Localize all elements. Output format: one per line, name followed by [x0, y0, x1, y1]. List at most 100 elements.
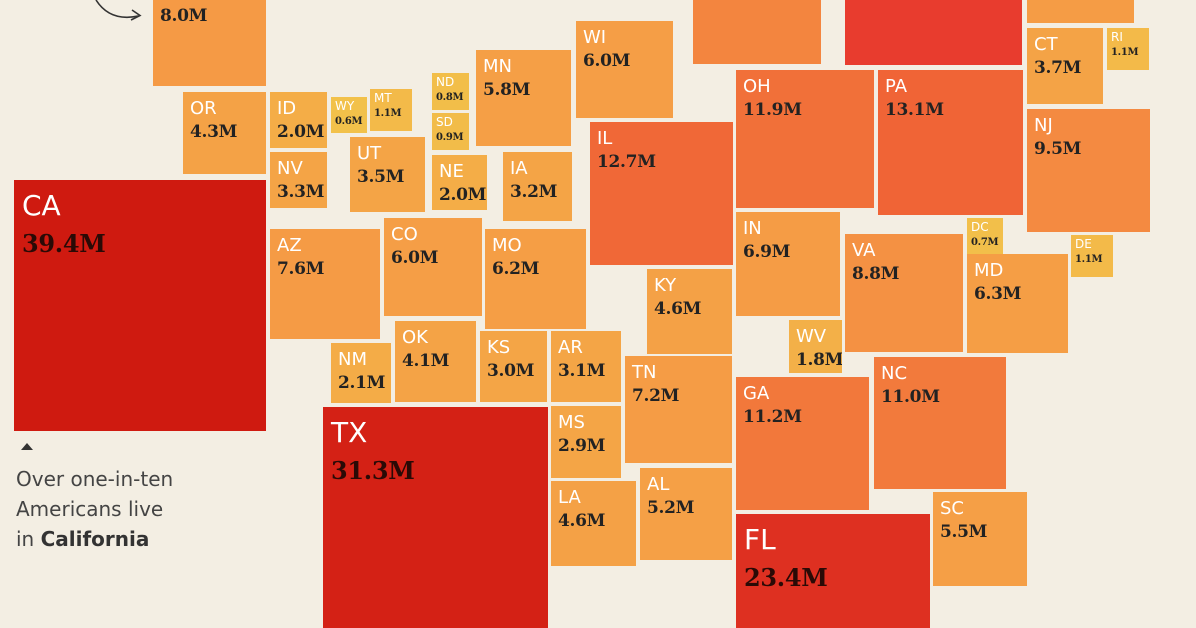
state-code: DC [971, 220, 989, 234]
state-population: 3.2M [510, 182, 558, 202]
state-code: UT [357, 143, 382, 164]
state-tile-partial-2 [845, 0, 1022, 65]
state-tile-mt: MT 1.1M [370, 89, 412, 131]
state-tile-la: LA 4.6M [551, 481, 636, 566]
state-tile-ks: KS 3.0M [480, 331, 547, 402]
state-code: WV [796, 326, 827, 347]
state-tile-nc: NC 11.0M [874, 357, 1006, 489]
state-tile-wy: WY 0.6M [331, 97, 367, 133]
state-population: 4.3M [190, 122, 238, 142]
state-population: 6.3M [974, 284, 1022, 304]
annotation-line-1: Over one-in-ten [16, 467, 174, 491]
annotation-emphasis: California [40, 527, 150, 551]
state-population: 2.0M [439, 185, 487, 205]
state-code: OK [402, 327, 428, 348]
state-population: 1.1M [1111, 47, 1139, 58]
state-population: 4.6M [654, 299, 702, 319]
state-tile-md: MD 6.3M [967, 254, 1068, 353]
state-tile-al: AL 5.2M [640, 468, 732, 560]
state-code: MS [558, 412, 585, 433]
state-code: OR [190, 98, 217, 119]
state-population: 6.9M [743, 242, 791, 262]
state-code: NC [881, 363, 908, 384]
state-population: 0.9M [436, 132, 464, 143]
state-population: 0.8M [436, 92, 464, 103]
state-tile-dc: DC 0.7M [967, 218, 1003, 254]
state-population: 3.3M [277, 182, 325, 202]
state-tile-ct: CT 3.7M [1027, 28, 1103, 104]
state-code: NV [277, 158, 303, 179]
state-tile-ok: OK 4.1M [395, 321, 476, 402]
state-population: 12.7M [597, 152, 656, 172]
state-tile-ca: CA 39.4M [14, 180, 266, 431]
state-population: 1.1M [374, 108, 402, 119]
state-code: MT [374, 91, 392, 105]
state-population: 13.1M [885, 100, 944, 120]
state-tile-partial-0: 8.0M [153, 0, 266, 86]
state-population: 39.4M [22, 229, 106, 258]
state-population: 6.0M [391, 248, 439, 268]
state-code: NJ [1034, 115, 1053, 136]
state-tile-partial-1 [693, 0, 821, 64]
state-code: WI [583, 27, 607, 48]
state-population: 1.1M [1075, 254, 1103, 265]
state-tile-co: CO 6.0M [384, 218, 482, 316]
state-tile-mn: MN 5.8M [476, 50, 571, 146]
state-tile-nm: NM 2.1M [331, 343, 391, 403]
state-code: CT [1034, 34, 1058, 55]
state-code: SD [436, 115, 453, 129]
state-tile-ky: KY 4.6M [647, 269, 732, 354]
state-population: 6.0M [583, 51, 631, 71]
state-population: 1.8M [796, 350, 842, 370]
state-code: AL [647, 474, 670, 495]
state-population: 2.9M [558, 436, 606, 456]
state-tile-mo: MO 6.2M [485, 229, 586, 329]
state-population: 2.1M [338, 373, 386, 393]
state-population: 2.0M [277, 122, 325, 142]
state-tile-nv: NV 3.3M [270, 152, 327, 208]
state-tile-va: VA 8.8M [845, 234, 963, 352]
california-annotation: Over one-in-ten Americans live in Califo… [16, 464, 173, 554]
state-code: OH [743, 76, 771, 97]
state-tile-oh: OH 11.9M [736, 70, 874, 208]
state-population: 5.2M [647, 498, 695, 518]
state-code: MN [483, 56, 512, 77]
state-code: CO [391, 224, 418, 245]
state-population: 7.6M [277, 259, 325, 279]
state-tile-or: OR 4.3M [183, 92, 266, 174]
state-population: 7.2M [632, 386, 680, 406]
state-population: 3.5M [357, 167, 405, 187]
state-tile-wi: WI 6.0M [576, 21, 673, 118]
state-code: MO [492, 235, 522, 256]
state-code: IN [743, 218, 762, 239]
state-code: NE [439, 161, 464, 182]
state-tile-ri: RI 1.1M [1107, 28, 1149, 70]
annotation-line-3: in California [16, 524, 173, 554]
state-tile-sd: SD 0.9M [432, 113, 469, 150]
state-population: 8.0M [160, 6, 208, 26]
state-tile-fl: FL 23.4M [736, 514, 930, 628]
state-code: NM [338, 349, 367, 370]
state-population: 23.4M [744, 563, 828, 592]
state-tile-de: DE 1.1M [1071, 235, 1113, 277]
state-tile-ia: IA 3.2M [503, 152, 572, 221]
state-code: ID [277, 98, 297, 119]
state-code: AZ [277, 235, 302, 256]
state-code: SC [940, 498, 964, 519]
state-tile-id: ID 2.0M [270, 92, 327, 148]
triangle-up-icon [21, 443, 33, 450]
curved-arrow-icon [95, 0, 142, 21]
state-tile-tn: TN 7.2M [625, 356, 732, 463]
state-population: 4.6M [558, 511, 606, 531]
state-tile-tx: TX 31.3M [323, 407, 548, 628]
state-population: 4.1M [402, 351, 450, 371]
state-code: FL [744, 523, 776, 556]
state-code: AR [558, 337, 583, 358]
state-tile-ne: NE 2.0M [432, 155, 487, 210]
state-tile-wv: WV 1.8M [789, 320, 842, 373]
state-tile-ms: MS 2.9M [551, 406, 621, 478]
state-tile-pa: PA 13.1M [878, 70, 1023, 215]
state-code: CA [22, 189, 61, 222]
state-population: 0.7M [971, 237, 999, 248]
